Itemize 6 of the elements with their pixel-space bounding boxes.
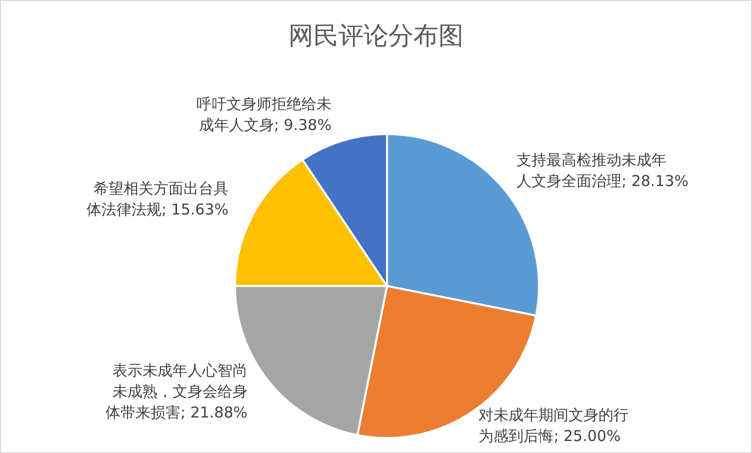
slice-label: 呼吁文身师拒绝给未成年人文身; 9.38% xyxy=(196,94,332,134)
slice-label: 希望相关方面出台具体法律法规; 15.63% xyxy=(86,180,229,219)
slice-label: 表示未成年人心智尚未成熟，文身会给身体带来损害; 21.88% xyxy=(106,361,248,422)
slice-label: 对未成年期间文身的行为感到后悔; 25.00% xyxy=(478,406,629,446)
chart-title: 网民评论分布图 xyxy=(288,20,464,52)
slice-label: 支持最高检推动未成年人文身全面治理; 28.13% xyxy=(516,151,689,190)
